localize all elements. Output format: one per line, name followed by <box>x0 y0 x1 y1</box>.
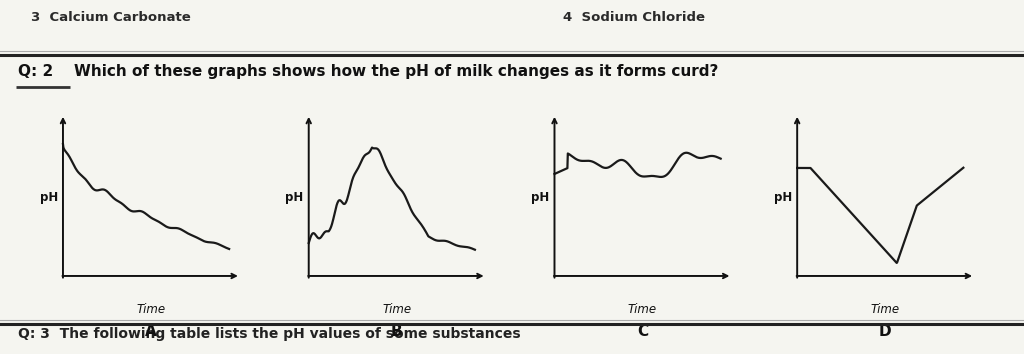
Text: Time: Time <box>136 303 166 316</box>
Text: pH: pH <box>286 192 304 205</box>
Text: Time: Time <box>870 303 900 316</box>
Text: Q: 2: Q: 2 <box>18 64 53 79</box>
Text: 4  Sodium Chloride: 4 Sodium Chloride <box>563 11 706 24</box>
Text: Time: Time <box>382 303 412 316</box>
Text: C: C <box>637 324 648 339</box>
Text: B: B <box>391 324 402 339</box>
Text: Time: Time <box>628 303 657 316</box>
Text: Which of these graphs shows how the pH of milk changes as it forms curd?: Which of these graphs shows how the pH o… <box>74 64 718 79</box>
Text: Q: 3  The following table lists the pH values of some substances: Q: 3 The following table lists the pH va… <box>18 327 521 342</box>
Text: A: A <box>145 324 157 339</box>
Text: D: D <box>879 324 892 339</box>
Text: pH: pH <box>774 192 793 205</box>
Text: pH: pH <box>531 192 550 205</box>
Text: 3  Calcium Carbonate: 3 Calcium Carbonate <box>31 11 190 24</box>
Text: pH: pH <box>40 192 58 205</box>
